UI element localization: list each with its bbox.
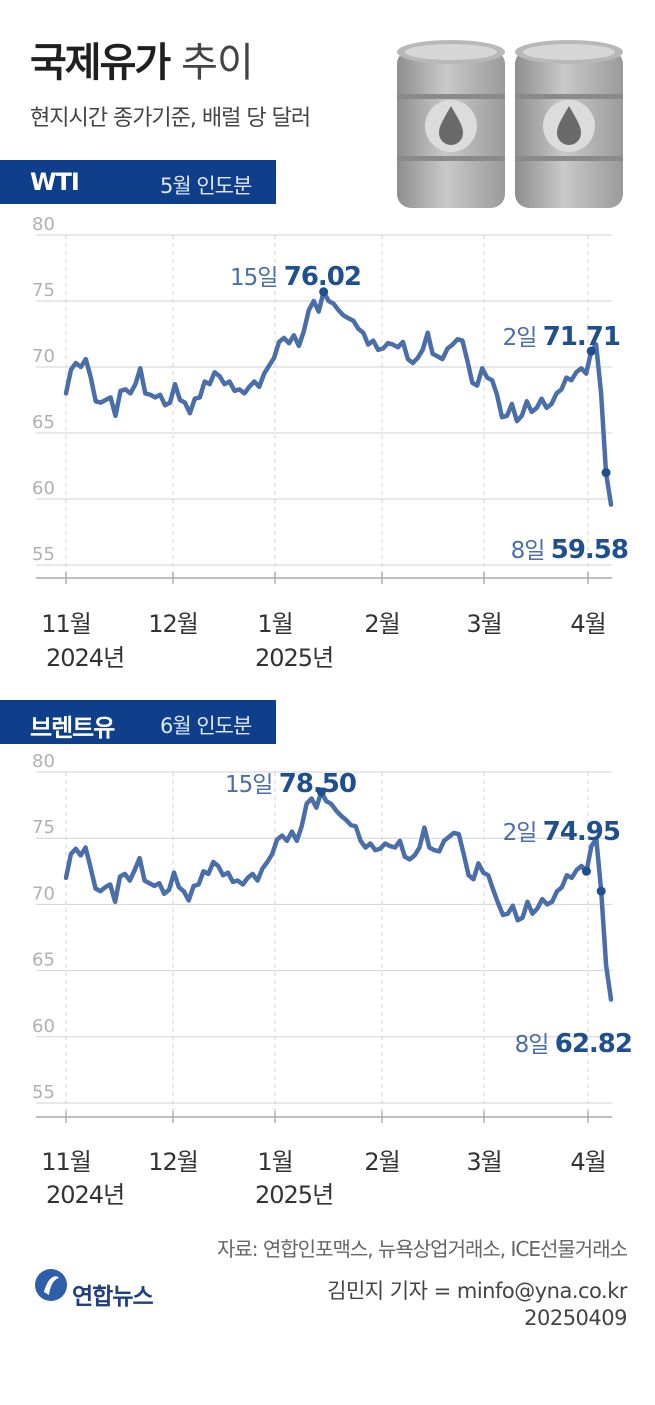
x-tick-label: 4월 <box>570 610 605 638</box>
reporter: 김민지 기자 = minfo@yna.co.kr <box>327 1279 627 1303</box>
wti-banner: WTI 5월 인도분 <box>0 160 276 204</box>
wti-chart: 80 75 70 65 60 55 11월 2024년 12월 1월 2025년 2월 3월 4월 15일 … <box>32 214 629 672</box>
barrel-icon <box>397 40 505 208</box>
x-tick-label: 3월 <box>466 610 501 638</box>
data-label-value: 62.82 <box>555 1029 632 1059</box>
data-label-value: 59.58 <box>551 535 628 565</box>
x-tick-label: 4월 <box>570 1148 605 1176</box>
data-label-day: 2일 <box>503 325 543 351</box>
data-point-marker <box>581 866 591 876</box>
data-label: 8일 59.58 <box>511 535 628 565</box>
x-tick-year-label: 2024년 <box>46 1181 124 1209</box>
data-label: 15일 76.02 <box>230 262 361 292</box>
title-sub: 추이 <box>181 40 254 86</box>
wti-series-name: WTI <box>30 168 80 196</box>
data-label-day: 8일 <box>511 538 551 564</box>
x-tick-label: 2월 <box>364 610 399 638</box>
y-tick-label: 55 <box>32 544 55 565</box>
x-tick-label: 1월 <box>257 610 292 638</box>
publish-date: 20250409 <box>524 1306 627 1330</box>
x-tick-year-label: 2025년 <box>255 644 333 672</box>
x-tick-label: 3월 <box>466 1148 501 1176</box>
data-point-marker <box>316 787 326 797</box>
wti-contract: 5월 인도분 <box>160 174 252 198</box>
y-tick-label: 80 <box>32 214 55 235</box>
data-label: 2일 74.95 <box>503 817 620 847</box>
data-label-value: 76.02 <box>284 262 361 292</box>
data-label: 8일 62.82 <box>515 1029 632 1059</box>
x-tick-year-label: 2025년 <box>255 1181 333 1209</box>
data-point-marker <box>586 346 596 356</box>
data-label-day: 8일 <box>515 1032 555 1058</box>
data-point-marker <box>601 468 611 478</box>
data-label-value: 74.95 <box>543 817 620 847</box>
data-point-marker <box>596 886 606 896</box>
data-label: 2일 71.71 <box>503 322 620 352</box>
data-point-marker <box>319 287 329 297</box>
barrel-icon <box>515 40 623 208</box>
y-tick-label: 75 <box>32 817 55 838</box>
brent-chart: 80 75 70 65 60 55 11월 2024년 12월 1월 2025년 2월 3월 4월 15일 … <box>32 751 633 1209</box>
oil-barrels-illustration <box>397 40 623 208</box>
x-tick-label: 11월 <box>41 610 91 638</box>
data-label-day: 15일 <box>225 772 279 798</box>
brent-contract: 6월 인도분 <box>160 714 252 738</box>
credit: 김민지 기자 = minfo@yna.co.kr 20250409 <box>327 1278 627 1332</box>
x-tick-label: 12월 <box>148 610 198 638</box>
data-label-value: 78.50 <box>279 769 356 799</box>
y-tick-label: 75 <box>32 280 55 301</box>
title-main: 국제유가 <box>30 40 171 86</box>
brand-name: 연합뉴스 <box>72 1284 154 1310</box>
brent-banner: 브렌트유 6월 인도분 <box>0 700 276 744</box>
page-title: 국제유가 추이 <box>30 30 254 88</box>
data-label: 15일 78.50 <box>225 769 356 799</box>
data-label-day: 15일 <box>230 265 284 291</box>
x-tick-label: 2월 <box>364 1148 399 1176</box>
x-tick-label: 12월 <box>148 1148 198 1176</box>
x-tick-year-label: 2024년 <box>46 644 124 672</box>
y-tick-label: 70 <box>32 346 55 367</box>
y-tick-label: 55 <box>32 1082 55 1103</box>
series-line <box>63 289 614 507</box>
y-tick-label: 80 <box>32 751 55 772</box>
y-tick-label: 65 <box>32 412 55 433</box>
yonhap-logo-icon <box>35 1269 67 1301</box>
y-tick-label: 70 <box>32 883 55 904</box>
data-label-day: 2일 <box>503 820 543 846</box>
brent-series-name: 브렌트유 <box>30 714 115 742</box>
y-tick-label: 60 <box>32 1016 55 1037</box>
source-note: 자료: 연합인포맥스, 뉴욕상업거래소, ICE선물거래소 <box>216 1237 628 1261</box>
y-tick-label: 60 <box>32 478 55 499</box>
x-tick-label: 1월 <box>257 1148 292 1176</box>
x-tick-label: 11월 <box>41 1148 91 1176</box>
y-tick-label: 65 <box>32 950 55 971</box>
data-label-value: 71.71 <box>543 322 620 352</box>
series-line <box>63 789 614 1002</box>
subtitle: 현지시간 종가기준, 배럴 당 달러 <box>30 106 311 131</box>
